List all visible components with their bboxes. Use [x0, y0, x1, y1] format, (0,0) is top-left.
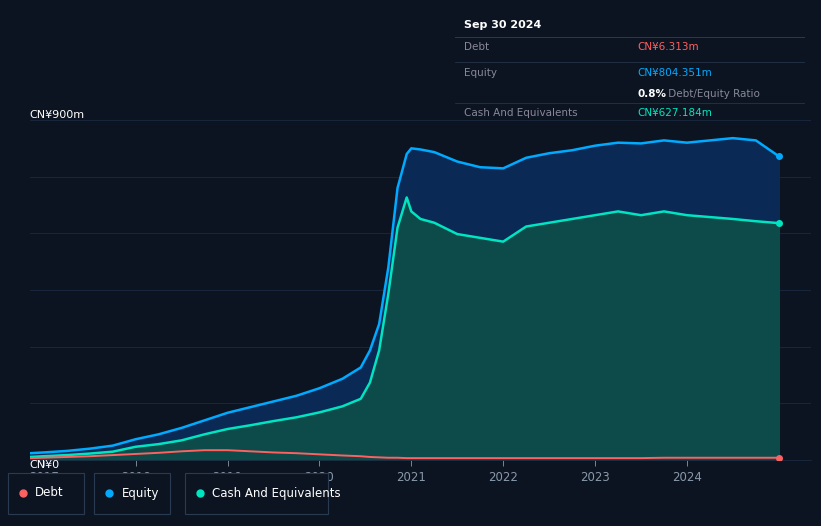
- Text: CN¥627.184m: CN¥627.184m: [637, 108, 712, 118]
- Text: Debt: Debt: [464, 42, 488, 52]
- Text: CN¥0: CN¥0: [30, 460, 59, 470]
- FancyBboxPatch shape: [8, 473, 84, 514]
- FancyBboxPatch shape: [185, 473, 328, 514]
- Text: Cash And Equivalents: Cash And Equivalents: [464, 108, 577, 118]
- Text: Equity: Equity: [464, 67, 497, 77]
- Text: 0.8%: 0.8%: [637, 89, 666, 99]
- Text: CN¥804.351m: CN¥804.351m: [637, 67, 712, 77]
- Text: Cash And Equivalents: Cash And Equivalents: [212, 487, 341, 500]
- Text: Debt: Debt: [35, 487, 64, 500]
- FancyBboxPatch shape: [94, 473, 170, 514]
- Text: Debt/Equity Ratio: Debt/Equity Ratio: [665, 89, 760, 99]
- Text: Sep 30 2024: Sep 30 2024: [464, 21, 541, 31]
- Text: Equity: Equity: [122, 487, 159, 500]
- Text: CN¥900m: CN¥900m: [30, 110, 85, 120]
- Text: CN¥6.313m: CN¥6.313m: [637, 42, 699, 52]
